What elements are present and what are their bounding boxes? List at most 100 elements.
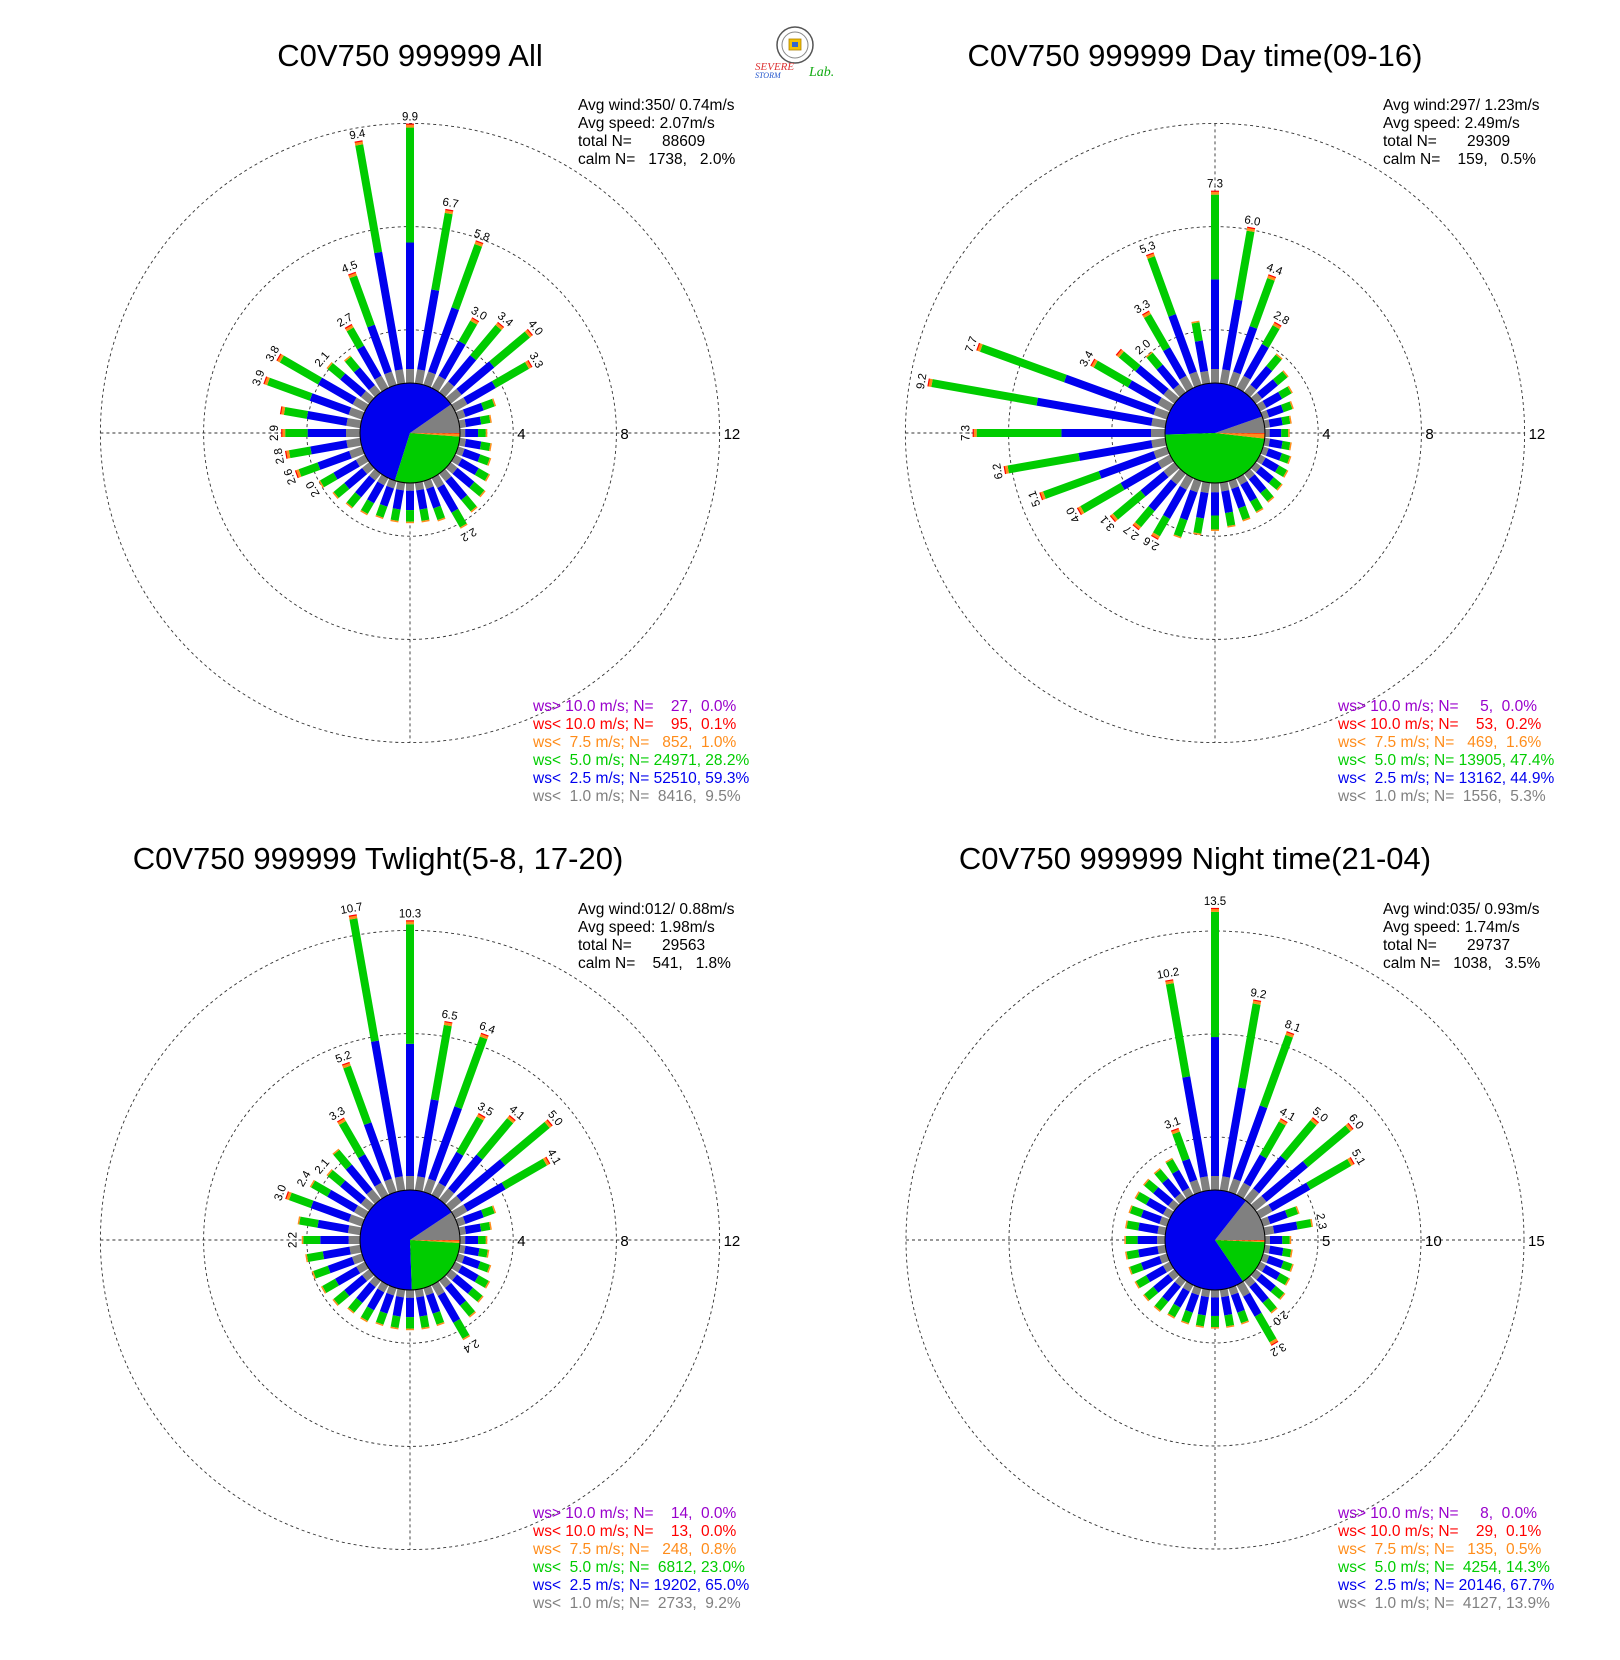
bar-segment-lt50 <box>1280 1260 1293 1272</box>
range-ring <box>1111 329 1319 537</box>
bar-segment-lt75 <box>1142 1178 1150 1186</box>
bar-segment-lt25 <box>1243 1154 1267 1187</box>
bar-segment-lt75 <box>1287 385 1293 394</box>
direction-bar <box>1142 1178 1180 1211</box>
direction-bar <box>332 1148 381 1205</box>
direction-bar <box>1256 1261 1291 1286</box>
bar-segment-lt75 <box>286 1191 292 1201</box>
bar-segment-lt75 <box>1288 429 1290 437</box>
bar-value-label: 3.1 <box>1163 1115 1182 1132</box>
bar-segment-lt1 <box>1168 1269 1180 1281</box>
bar-segment-lt25 <box>353 367 375 391</box>
bar-segment-lt75 <box>311 1270 316 1280</box>
bar-segment-lt75 <box>1091 359 1098 368</box>
bar-segment-lt75 <box>1124 1236 1126 1244</box>
bar-segment-lt10 <box>279 406 283 415</box>
bar-segment-lt25 <box>1253 1155 1287 1194</box>
bar-segment-lt75 <box>390 1326 399 1330</box>
bar-segment-lt50 <box>1259 1121 1286 1159</box>
bar-segment-lt25 <box>358 1154 382 1187</box>
logo-text-lab: Lab. <box>808 65 834 80</box>
bar-segment-lt75 <box>375 514 384 520</box>
bar-segment-lt50 <box>474 468 489 481</box>
legend-lt10: ws< 10.0 m/s; N= 29, 0.1% <box>1337 1523 1542 1540</box>
direction-bar <box>460 1236 488 1244</box>
bar-segment-lt10 <box>1170 1127 1179 1132</box>
bar-segment-lt1 <box>386 1285 397 1296</box>
bar-segment-lt50 <box>1147 256 1176 317</box>
bar-segment-lt75 <box>1153 1167 1161 1175</box>
bar-value-label: 6.4 <box>477 1020 497 1037</box>
bar-segment-lt1 <box>360 1197 375 1211</box>
legend-lt1: ws< 1.0 m/s; N= 1556, 5.3% <box>1337 788 1546 805</box>
bar-segment-lt50 <box>1193 517 1204 534</box>
bar-segment-lt1 <box>1190 478 1202 493</box>
pie-slice-lt1 <box>410 1212 460 1240</box>
bar-segment-lt50 <box>338 1120 366 1159</box>
bar-segment-lt1 <box>1263 1244 1271 1254</box>
bar-segment-lt1 <box>1263 419 1271 429</box>
bar-segment-lt25 <box>438 1151 464 1187</box>
bar-segment-lt75 <box>326 1169 333 1177</box>
bar-segment-lt50 <box>479 1222 491 1232</box>
bar-segment-lt1 <box>384 1178 397 1195</box>
bar-segment-lt25 <box>437 1292 461 1323</box>
bar-segment-lt75 <box>1171 1128 1180 1135</box>
direction-bar <box>1211 1290 1219 1329</box>
direction-bar: 3.1 <box>1098 462 1180 533</box>
bar-segment-lt75 <box>1167 1313 1175 1319</box>
bar-segment-lt10 <box>1253 999 1262 1003</box>
bar-segment-lt10 <box>281 429 283 437</box>
bar-segment-lt50 <box>467 1287 483 1302</box>
bar-segment-lt75 <box>326 362 333 370</box>
direction-bar: 4.0 <box>1064 454 1174 525</box>
bar-segment-lt10 <box>276 353 282 362</box>
bar-segment-lt75 <box>348 272 357 279</box>
calm-n-text: calm N= 541, 1.8% <box>578 955 731 972</box>
direction-bar: 5.3 <box>1138 240 1202 388</box>
bar-segment-lt1 <box>1219 481 1230 492</box>
bar-segment-lt1 <box>1265 429 1270 437</box>
bar-segment-lt75 <box>1278 1118 1288 1126</box>
avg-wind-text: Avg wind:035/ 0.93m/s <box>1383 901 1540 918</box>
bar-segment-lt50 <box>1280 1120 1317 1161</box>
avg-wind-text: Avg wind:350/ 0.74m/s <box>578 97 735 114</box>
bar-segment-lt1 <box>349 1244 362 1255</box>
avg-speed-text: Avg speed: 1.74m/s <box>1383 919 1520 936</box>
bar-segment-lt1 <box>458 1244 466 1254</box>
bar-segment-lt50 <box>1262 1297 1277 1313</box>
bar-segment-lt75 <box>1191 320 1200 324</box>
bar-segment-lt50 <box>333 482 350 499</box>
bar-segment-lt75 <box>1285 1032 1294 1038</box>
bar-segment-lt50 <box>1281 415 1291 426</box>
bar-segment-lt25 <box>1243 343 1269 380</box>
bar-value-label: 13.5 <box>1204 896 1226 908</box>
bar-segment-lt75 <box>421 1326 430 1330</box>
bar-segment-lt50 <box>1135 1275 1150 1289</box>
direction-bar <box>1153 1167 1186 1205</box>
direction-bar <box>1265 1236 1292 1244</box>
bar-segment-lt25 <box>392 1296 404 1317</box>
bar-segment-lt25 <box>333 459 360 480</box>
bar-segment-lt25 <box>371 1040 403 1178</box>
bar-segment-lt1 <box>1157 397 1174 412</box>
direction-bar <box>1115 348 1180 404</box>
bar-segment-lt50 <box>344 356 361 373</box>
direction-bar: 2.1 <box>313 1157 375 1211</box>
direction-bar <box>343 355 381 398</box>
bar-segment-lt25 <box>1138 1222 1159 1234</box>
ring-tick-label: 12 <box>724 426 741 443</box>
bar-segment-lt1 <box>1168 1199 1180 1211</box>
bar-segment-lt1 <box>455 409 466 420</box>
direction-bar <box>1153 1275 1186 1313</box>
bar-segment-lt75 <box>436 1321 445 1327</box>
direction-bar: 9.9 <box>402 112 418 383</box>
bar-segment-lt50 <box>327 362 346 380</box>
bar-segment-lt1 <box>1153 407 1170 420</box>
direction-bar <box>1250 462 1283 491</box>
bar-segment-lt50 <box>478 1248 488 1258</box>
bar-segment-lt75 <box>1173 534 1182 539</box>
bar-segment-lt25 <box>1182 1076 1208 1178</box>
direction-bar <box>1125 1220 1167 1236</box>
bar-segment-lt25 <box>310 1200 352 1222</box>
